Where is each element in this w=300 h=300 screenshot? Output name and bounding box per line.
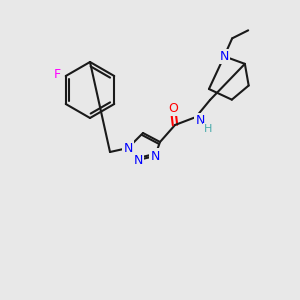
Text: N: N — [220, 50, 229, 63]
Text: N: N — [150, 149, 160, 163]
Text: O: O — [168, 101, 178, 115]
Text: N: N — [133, 154, 143, 166]
Text: F: F — [54, 68, 61, 80]
Text: N: N — [123, 142, 133, 154]
Text: H: H — [204, 124, 212, 134]
Text: N: N — [195, 115, 205, 128]
